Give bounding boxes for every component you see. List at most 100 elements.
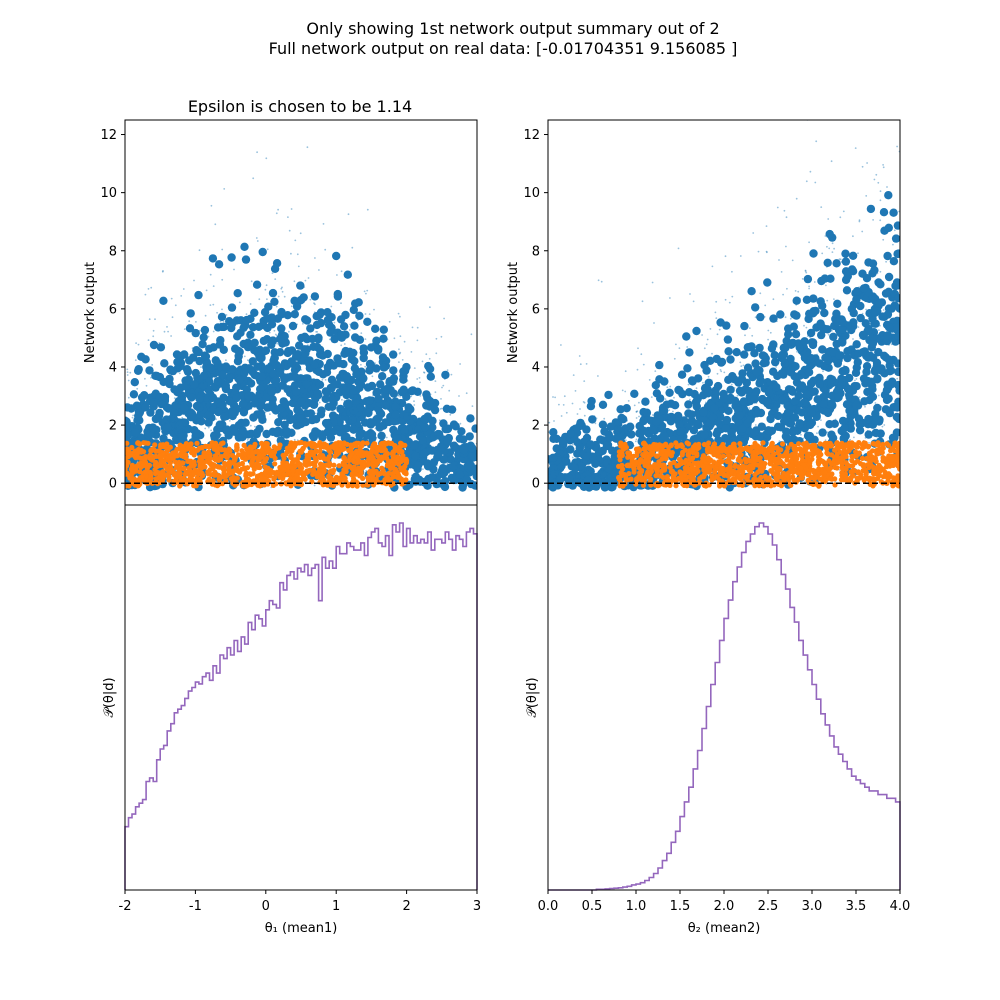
rejected-point [183, 367, 193, 376]
accepted-point [349, 466, 355, 472]
rejected-point [805, 431, 815, 441]
rejected-point [728, 380, 731, 382]
rejected-point [159, 392, 162, 395]
rejected-point [306, 409, 316, 418]
rejected-point [851, 368, 861, 377]
rejected-point [820, 274, 830, 283]
rejected-point [466, 414, 475, 423]
accepted-point [313, 449, 319, 455]
rejected-point [236, 328, 245, 337]
rejected-point [755, 379, 764, 388]
rejected-point [682, 332, 691, 341]
rejected-point [670, 406, 673, 409]
rejected-point [724, 347, 733, 356]
y-tick-label: 10 [100, 186, 117, 201]
rejected-point [249, 414, 252, 417]
rejected-point [426, 421, 429, 424]
rejected-point [412, 449, 415, 452]
rejected-point [713, 381, 723, 391]
rejected-point [404, 402, 406, 405]
rejected-point [840, 344, 843, 347]
rejected-point [791, 330, 801, 339]
rejected-point [777, 369, 787, 378]
rejected-point [615, 433, 618, 436]
accepted-point [384, 451, 390, 457]
rejected-point [234, 319, 237, 321]
rejected-point [441, 370, 450, 380]
rejected-point [802, 403, 804, 405]
rejected-point [864, 437, 867, 439]
rejected-point [635, 410, 638, 413]
accepted-point [271, 444, 277, 450]
rejected-point [817, 330, 826, 340]
rejected-point [748, 327, 751, 329]
rejected-point [879, 208, 889, 217]
rejected-point [293, 438, 296, 441]
rejected-point [177, 409, 180, 412]
rejected-point [194, 358, 197, 361]
rejected-point [843, 364, 845, 367]
rejected-point [368, 313, 371, 315]
rejected-point [125, 422, 131, 431]
rejected-point [379, 334, 388, 343]
rejected-point [778, 396, 787, 405]
rejected-point [816, 353, 818, 356]
rejected-point [276, 367, 279, 370]
rejected-point [418, 476, 421, 478]
rejected-point [738, 386, 741, 389]
rejected-point [635, 411, 638, 413]
rejected-point [315, 331, 317, 333]
rejected-point [355, 353, 357, 356]
rejected-point [852, 382, 861, 391]
rejected-point [636, 429, 645, 438]
rejected-point [356, 421, 359, 423]
rejected-point [703, 389, 713, 398]
accepted-point [186, 458, 192, 464]
rejected-point [296, 417, 298, 420]
rejected-point [471, 460, 474, 463]
rejected-point [199, 406, 201, 408]
rejected-point [805, 337, 808, 340]
rejected-point [348, 329, 351, 331]
rejected-point [738, 369, 747, 378]
rejected-point [584, 443, 587, 445]
rejected-point [426, 446, 428, 449]
rejected-point [856, 313, 865, 323]
rejected-point [554, 470, 556, 473]
rejected-point [441, 428, 444, 430]
rejected-point [258, 415, 267, 424]
accepted-point [255, 448, 261, 454]
rejected-point [869, 273, 872, 275]
rejected-point [458, 480, 468, 490]
rejected-point [378, 353, 388, 362]
rejected-point [370, 429, 373, 432]
rejected-point [210, 429, 213, 432]
rejected-point [788, 438, 791, 441]
rejected-point [474, 453, 477, 455]
accepted-point [176, 459, 182, 465]
rejected-point [838, 318, 848, 327]
rejected-point [877, 412, 880, 414]
rejected-point [689, 426, 699, 435]
rejected-point [639, 416, 648, 426]
rejected-point [740, 350, 749, 359]
rejected-point [267, 320, 277, 329]
accepted-point [135, 440, 141, 446]
rejected-point [871, 388, 873, 391]
rejected-point [159, 296, 168, 305]
rejected-point [888, 433, 898, 442]
rejected-point [182, 357, 184, 360]
rejected-point [554, 475, 557, 478]
rejected-point [295, 369, 298, 372]
rejected-point [885, 325, 888, 328]
rejected-point [300, 334, 303, 337]
accepted-point [259, 447, 265, 453]
rejected-point [283, 382, 285, 385]
rejected-point [614, 425, 623, 434]
rejected-point [716, 395, 719, 398]
accepted-point [364, 440, 370, 446]
rejected-point [366, 289, 369, 292]
accepted-point [371, 469, 377, 475]
rejected-point [848, 253, 851, 256]
rejected-point [270, 297, 279, 306]
